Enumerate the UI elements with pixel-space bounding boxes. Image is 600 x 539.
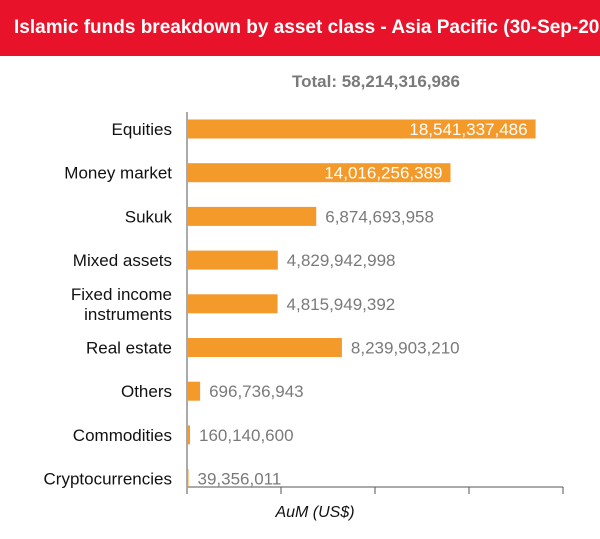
category-label: Sukuk (125, 207, 173, 226)
category-label: Equities (112, 120, 172, 139)
x-axis-title: AuM (US$) (274, 504, 354, 521)
bar-others (187, 381, 201, 401)
value-label: 39,356,011 (198, 470, 282, 489)
bar-mixed-assets (187, 250, 278, 270)
bar-commodities (187, 425, 191, 445)
bar-money-market (187, 163, 451, 183)
value-label: 160,140,600 (199, 426, 294, 445)
bar-sukuk (187, 206, 317, 226)
category-label: Commodities (73, 426, 172, 445)
value-label: 18,541,337,486 (409, 120, 527, 139)
bar-equities (187, 119, 536, 139)
value-label: 4,815,949,392 (287, 295, 396, 314)
category-label: Cryptocurrencies (44, 470, 173, 489)
bar-cryptocurrencies (187, 469, 189, 489)
category-label: Money market (64, 164, 172, 183)
title-bar: Islamic funds breakdown by asset class -… (0, 0, 600, 56)
value-label: 6,874,693,958 (325, 207, 434, 226)
value-label: 14,016,256,389 (324, 164, 442, 183)
value-label: 4,829,942,998 (287, 251, 396, 270)
category-label: Mixed assets (73, 251, 172, 270)
category-label: Real estate (86, 339, 172, 358)
total-label: Total: 58,214,316,986 (292, 72, 460, 91)
value-label: 696,736,943 (209, 382, 304, 401)
chart-title: Islamic funds breakdown by asset class -… (14, 17, 600, 38)
value-label: 8,239,903,210 (351, 339, 460, 358)
category-label: Others (121, 382, 172, 401)
bar-fixed-income-instruments (187, 294, 278, 314)
bar-real-estate (187, 338, 342, 357)
category-label: Fixed income instruments (71, 285, 172, 324)
